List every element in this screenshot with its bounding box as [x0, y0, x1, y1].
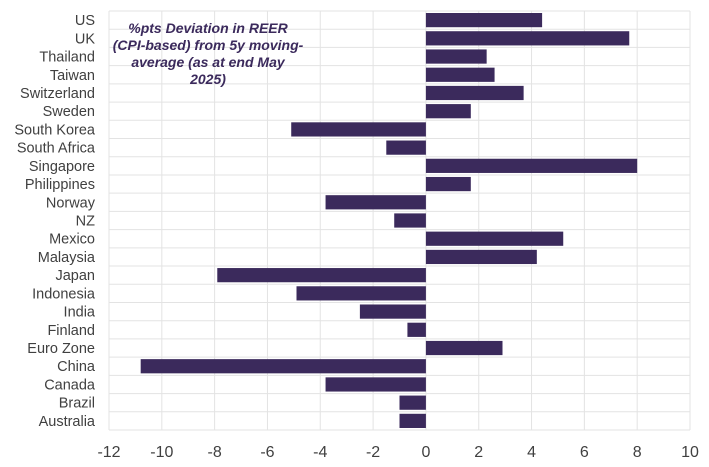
bar-india: [359, 304, 426, 319]
category-label: Euro Zone: [27, 341, 95, 357]
category-label: Mexico: [49, 232, 95, 248]
category-label: Thailand: [39, 50, 95, 66]
bars: [140, 13, 638, 428]
category-label: Sweden: [43, 104, 95, 120]
x-tick-label: -12: [97, 444, 120, 461]
category-label: South Korea: [14, 122, 96, 138]
category-label: Australia: [39, 414, 96, 430]
bar-euro-zone: [425, 340, 503, 356]
bar-japan: [217, 268, 426, 283]
category-label: India: [64, 305, 96, 321]
category-label: Indonesia: [32, 286, 96, 302]
bar-malaysia: [425, 249, 537, 265]
category-label: Canada: [44, 377, 96, 393]
bar-switzerland: [425, 85, 524, 101]
x-tick-label: -2: [366, 444, 380, 461]
category-label: NZ: [76, 214, 95, 230]
category-label: Singapore: [29, 159, 95, 175]
x-tick-label: -4: [313, 444, 327, 461]
x-tick-label: -8: [208, 444, 222, 461]
x-tick-label: 4: [527, 444, 536, 461]
bar-norway: [325, 195, 426, 210]
category-label: Japan: [55, 268, 95, 284]
bar-sweden: [425, 104, 471, 119]
category-label: Malaysia: [38, 250, 96, 266]
bar-philippines: [425, 176, 471, 192]
category-label: Switzerland: [20, 86, 95, 102]
bar-taiwan: [425, 67, 495, 82]
bar-nz: [394, 213, 426, 228]
category-labels: US UK Thailand Taiwan Switzerland Sweden South…: [14, 13, 96, 430]
category-label: Finland: [47, 323, 95, 339]
bar-south-africa: [386, 140, 426, 155]
bar-singapore: [425, 158, 638, 173]
bar-uk: [425, 31, 630, 46]
x-tick-label: -10: [150, 444, 173, 461]
x-tick-label: 10: [681, 444, 699, 461]
bar-south-korea: [291, 122, 426, 137]
x-tick-label: -6: [260, 444, 274, 461]
bar-china: [140, 359, 426, 374]
category-label: UK: [75, 31, 95, 47]
category-label: US: [75, 13, 95, 29]
bar-indonesia: [296, 286, 426, 301]
category-label: South Africa: [17, 141, 96, 157]
bar-australia: [399, 413, 426, 428]
bar-mexico: [425, 231, 564, 246]
category-label: Norway: [46, 195, 96, 211]
x-tick-label: 2: [474, 444, 483, 461]
category-label: Brazil: [59, 396, 95, 412]
category-label: Taiwan: [50, 68, 95, 84]
chart-annotation: %pts Deviation in REER (CPI-based) from …: [112, 20, 304, 87]
gridlines: [108, 10, 691, 431]
category-label: China: [57, 359, 96, 375]
x-tick-label: 6: [580, 444, 589, 461]
bar-finland: [407, 322, 426, 337]
bar-brazil: [399, 395, 426, 410]
bar-us: [425, 13, 543, 28]
bar-thailand: [425, 49, 487, 64]
x-tick-labels: -12 -10 -8 -6 -4 -2 0 2 4 6 8 10: [97, 444, 699, 461]
bar-canada: [325, 377, 426, 392]
x-tick-label: 0: [421, 444, 430, 461]
category-label: Philippines: [25, 177, 95, 193]
x-tick-label: 8: [633, 444, 642, 461]
